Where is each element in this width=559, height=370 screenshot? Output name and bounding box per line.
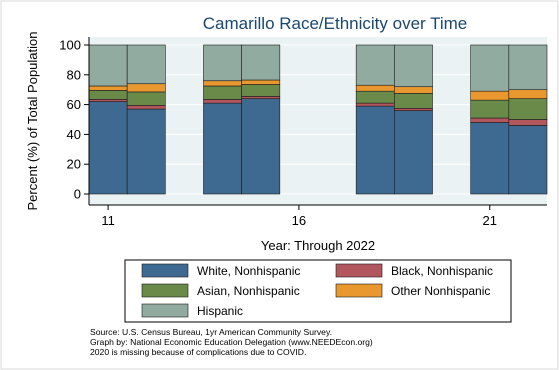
legend-label-4: Hispanic [197,304,243,318]
bar-segment-11-4 [88,44,128,87]
bar-segment-22-2 [508,98,548,120]
bar-segment-18-1 [355,102,395,107]
bar-segment-15-3 [241,79,281,85]
note-covid: 2020 is missing because of complications… [90,347,307,358]
bar-segment-19-2 [394,93,433,109]
bar-segment-11-0 [88,101,128,195]
y-tick-label: 60 [67,97,81,112]
bars [88,44,548,195]
x-tick-label: 16 [292,213,306,228]
bar-segment-12-0 [126,108,166,195]
source-notes: Source: U.S. Census Bureau, 1yr American… [90,327,373,358]
note-graph-by: Graph by: National Economic Education De… [90,337,373,348]
bar-segment-14-2 [203,85,242,100]
bar-segment-19-4 [394,44,433,88]
legend-swatch-0 [141,263,189,278]
bar-segment-22-3 [508,89,548,99]
bar-segment-18-4 [355,44,395,86]
bar-segment-12-3 [126,83,166,93]
bar-segment-11-2 [88,90,128,100]
legend-box [124,259,512,323]
bar-segment-21-3 [470,90,510,101]
bar-segment-21-0 [470,122,510,195]
bar-segment-22-1 [508,119,548,126]
bar-segment-12-4 [126,44,166,85]
legend-swatch-1 [335,263,383,278]
bar-segment-19-1 [394,108,433,111]
bar-segment-12-1 [126,105,166,110]
x-axis: 11 16 21 [89,204,547,228]
bar-segment-14-1 [203,99,242,104]
bar-segment-21-1 [470,117,510,123]
y-tick-label: 0 [74,187,81,202]
legend-label-1: Black, Nonhispanic [391,264,493,278]
x-tick-label: 21 [483,213,497,228]
bar-segment-11-1 [88,99,128,102]
note-source: Source: U.S. Census Bureau, 1yr American… [90,327,332,337]
bar-segment-22-4 [508,44,548,91]
legend-label-0: White, Nonhispanic [197,264,300,278]
y-tick-label: 100 [59,38,81,53]
y-axis: 0 20 40 60 80 100 [59,37,90,205]
bar-segment-12-2 [126,91,166,106]
bar-segment-14-3 [203,80,242,87]
legend-swatch-2 [141,283,189,298]
y-tick-label: 40 [67,127,81,142]
legend-swatch-3 [335,283,383,298]
bar-segment-21-2 [470,99,510,119]
legend: White, Nonhispanic Black, Nonhispanic Asia… [124,259,512,323]
bar-segment-14-4 [203,44,242,82]
legend-label-2: Asian, Nonhispanic [197,284,300,298]
bar-segment-19-0 [394,110,433,195]
bar-segment-19-3 [394,86,433,94]
legend-label-3: Other Nonhispanic [391,284,490,298]
bar-segment-18-0 [355,105,395,195]
y-axis-title: Percent (%) of Total Population [25,32,40,211]
x-axis-title: Year: Through 2022 [261,238,375,253]
y-tick-label: 80 [67,67,81,82]
bar-segment-15-1 [241,96,281,99]
bar-segment-21-4 [470,44,510,92]
bar-segment-14-0 [203,102,242,195]
bar-segment-15-2 [241,84,281,97]
legend-swatch-4 [141,303,189,318]
bar-segment-15-0 [241,98,281,195]
bar-segment-22-0 [508,125,548,195]
y-tick-label: 20 [67,157,81,172]
bar-segment-15-4 [241,44,281,81]
x-tick-label: 11 [101,213,115,228]
bar-segment-11-3 [88,85,128,91]
bar-segment-18-2 [355,90,395,104]
chart-title: Camarillo Race/Ethnicity over Time [203,14,468,33]
bar-segment-18-3 [355,84,395,92]
